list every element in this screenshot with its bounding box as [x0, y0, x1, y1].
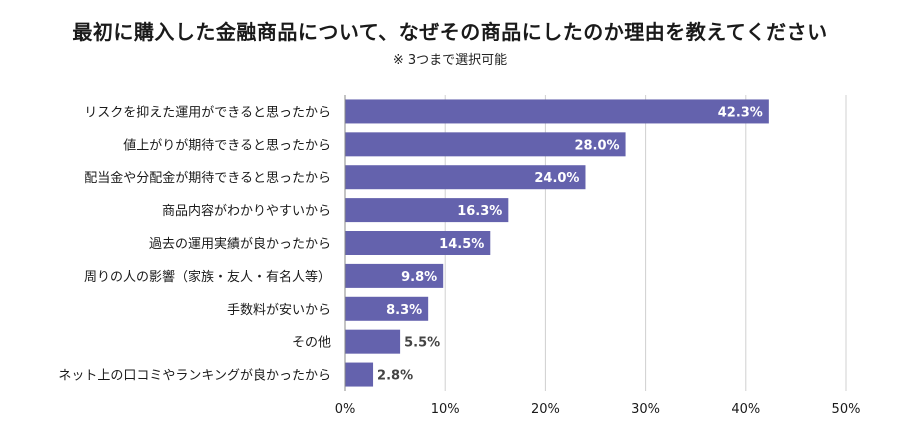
chart-subtitle: ※ 3つまで選択可能 — [392, 53, 508, 68]
value-label: 24.0% — [534, 171, 579, 186]
category-label: 過去の運用実績が良かったから — [149, 236, 331, 252]
bar — [345, 296, 429, 321]
value-label: 5.5% — [404, 336, 440, 351]
category-label: リスクを抑えた運用ができると思ったから — [84, 105, 331, 120]
bar — [345, 362, 374, 387]
bar — [345, 231, 491, 255]
bar — [345, 132, 626, 157]
bar — [345, 198, 509, 223]
value-label: 42.3% — [718, 105, 763, 120]
category-label: 手数料が安いから — [227, 303, 331, 318]
category-label: 周りの人の影響（家族・友人・有名人等） — [84, 269, 331, 285]
bar — [345, 165, 586, 190]
value-label: 28.0% — [574, 138, 619, 153]
x-tick-label: 10% — [431, 402, 460, 417]
value-label: 2.8% — [377, 369, 413, 384]
bar — [345, 329, 401, 354]
x-tick-label: 40% — [731, 402, 760, 417]
x-tick-label: 50% — [832, 402, 861, 417]
x-tick-label: 30% — [631, 402, 660, 417]
value-label: 16.3% — [457, 204, 502, 219]
x-tick-label: 0% — [335, 402, 356, 417]
category-label: ネット上の口コミやランキングが良かったから — [58, 368, 331, 384]
category-label: その他 — [292, 336, 331, 351]
value-label: 14.5% — [439, 237, 484, 252]
category-label: 配当金や分配金が期待できると思ったから — [84, 170, 331, 186]
bar — [345, 263, 444, 288]
category-label: 値上がりが期待できると思ったから — [123, 137, 331, 153]
bar — [345, 99, 769, 124]
value-label: 9.8% — [401, 270, 437, 285]
chart-title: 最初に購入した金融商品について、なぜその商品にしたのか理由を教えてください — [72, 20, 828, 44]
category-label: 商品内容がわかりやすいから — [162, 203, 331, 219]
value-label: 8.3% — [386, 303, 422, 318]
x-tick-label: 20% — [531, 402, 560, 417]
